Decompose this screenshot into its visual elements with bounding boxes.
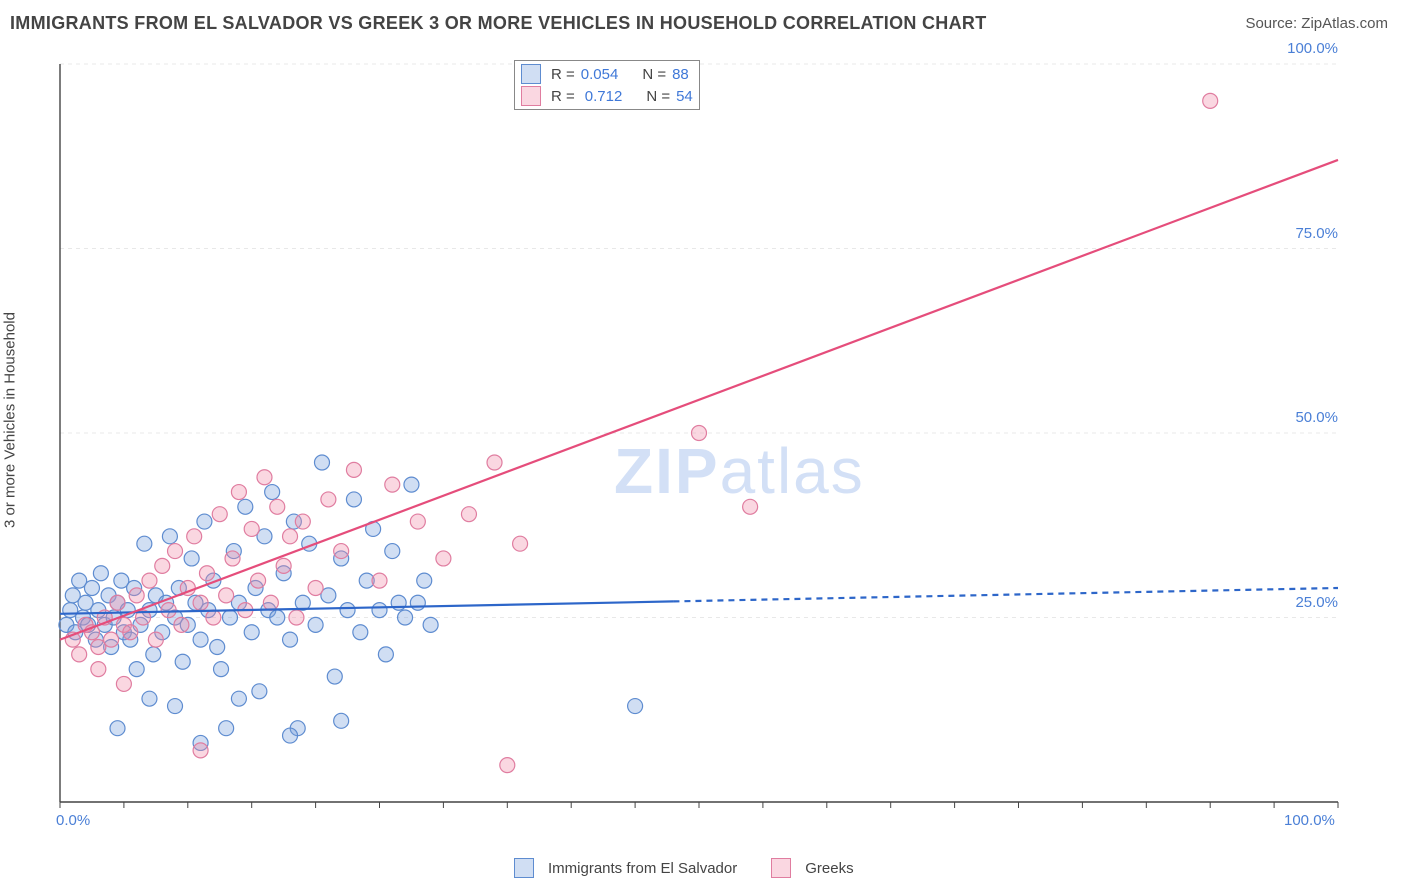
scatter-chart — [54, 54, 1374, 834]
y-tick-label: 50.0% — [1278, 409, 1338, 426]
swatch-series-2 — [521, 86, 541, 106]
stat-n-value-1: 88 — [672, 66, 689, 83]
chart-title: IMMIGRANTS FROM EL SALVADOR VS GREEK 3 O… — [10, 13, 987, 34]
swatch-series-1 — [514, 858, 534, 878]
stat-r-value-2: 0.712 — [585, 88, 623, 105]
y-tick-label: 100.0% — [1278, 40, 1338, 57]
stat-r-label: R = — [551, 88, 575, 105]
swatch-series-1 — [521, 64, 541, 84]
stats-row-series-2: R = 0.712 N = 54 — [521, 85, 693, 107]
y-axis-label: 3 or more Vehicles in Household — [2, 312, 19, 528]
swatch-series-2 — [771, 858, 791, 878]
stat-r-value-1: 0.054 — [581, 66, 619, 83]
stat-n-label: N = — [646, 88, 670, 105]
stat-r-label: R = — [551, 66, 575, 83]
x-tick-label: 0.0% — [56, 812, 90, 829]
y-tick-label: 25.0% — [1278, 594, 1338, 611]
stat-n-value-2: 54 — [676, 88, 693, 105]
legend-label-1: Immigrants from El Salvador — [548, 860, 737, 877]
stats-row-series-1: R = 0.054 N = 88 — [521, 63, 693, 85]
stats-legend: R = 0.054 N = 88 R = 0.712 N = 54 — [514, 60, 700, 110]
stat-n-label: N = — [642, 66, 666, 83]
y-tick-label: 75.0% — [1278, 225, 1338, 242]
legend-label-2: Greeks — [805, 860, 853, 877]
source-label: Source: ZipAtlas.com — [1245, 15, 1388, 32]
series-legend: Immigrants from El Salvador Greeks — [514, 858, 854, 878]
x-tick-label: 100.0% — [1284, 812, 1335, 829]
